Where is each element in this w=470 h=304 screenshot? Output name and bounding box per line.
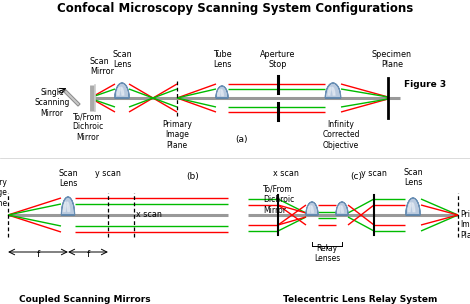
Text: Single
Scanning
Mirror: Single Scanning Mirror: [34, 88, 70, 118]
Text: Scan
Lens: Scan Lens: [403, 168, 423, 187]
Text: Confocal Microscopy Scanning System Configurations: Confocal Microscopy Scanning System Conf…: [57, 2, 413, 15]
Text: Infinity
Corrected
Objective: Infinity Corrected Objective: [322, 120, 360, 150]
Text: (a): (a): [236, 135, 248, 144]
Text: y scan: y scan: [95, 169, 121, 178]
Text: Specimen
Plane: Specimen Plane: [372, 50, 412, 69]
Text: Primary
Image
Plane: Primary Image Plane: [460, 210, 470, 240]
Text: Primary
Image
Plane: Primary Image Plane: [0, 178, 7, 208]
Text: y scan: y scan: [361, 169, 387, 178]
Text: x scan: x scan: [273, 169, 299, 178]
Text: Scan
Lens: Scan Lens: [112, 50, 132, 69]
Text: f: f: [86, 250, 90, 259]
Polygon shape: [62, 197, 75, 215]
Text: Scan
Lens: Scan Lens: [58, 169, 78, 188]
Text: Tube
Lens: Tube Lens: [213, 50, 231, 69]
Polygon shape: [325, 83, 341, 98]
Polygon shape: [336, 202, 348, 215]
Text: To/From
Dichroic
Mirror: To/From Dichroic Mirror: [263, 185, 294, 215]
Text: Primary
Image
Plane: Primary Image Plane: [162, 120, 192, 150]
Text: (c): (c): [350, 172, 362, 181]
Text: Figure 3: Figure 3: [404, 80, 446, 89]
Text: Scan
Mirror: Scan Mirror: [90, 57, 114, 76]
Text: f: f: [36, 250, 39, 259]
Polygon shape: [406, 198, 420, 215]
Text: Coupled Scanning Mirrors: Coupled Scanning Mirrors: [19, 295, 151, 304]
Text: (b): (b): [187, 172, 199, 181]
Polygon shape: [115, 83, 129, 98]
Polygon shape: [306, 202, 318, 215]
Text: Relay
Lenses: Relay Lenses: [314, 244, 340, 263]
Text: To/From
Dichroic
Mirror: To/From Dichroic Mirror: [72, 112, 103, 142]
Text: x scan: x scan: [136, 210, 162, 219]
Text: Telecentric Lens Relay System: Telecentric Lens Relay System: [283, 295, 437, 304]
Polygon shape: [64, 90, 80, 106]
Text: Aperture
Stop: Aperture Stop: [260, 50, 296, 69]
Polygon shape: [216, 86, 228, 98]
